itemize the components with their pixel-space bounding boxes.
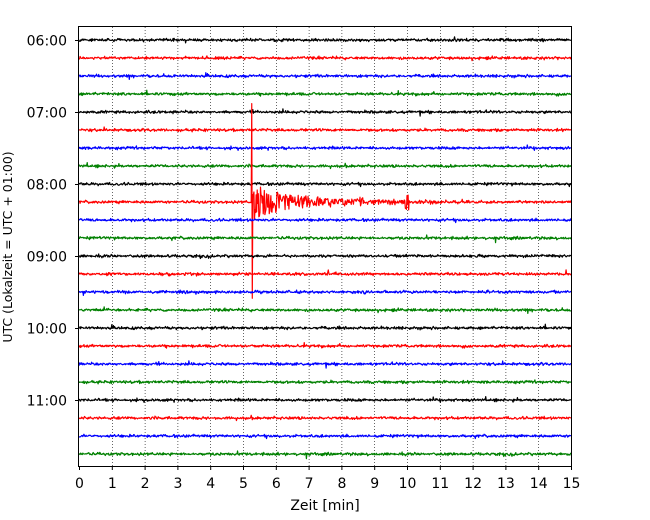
seismogram-trace <box>78 253 572 260</box>
seismogram-trace <box>78 450 572 460</box>
seismogram-trace <box>78 323 572 331</box>
seismogram-trace <box>78 72 572 80</box>
x-axis-title: Zeit [min] <box>290 498 359 514</box>
y-tick-label: 07:00 <box>27 106 67 122</box>
seismogram-trace <box>78 360 572 369</box>
x-tick-label: 10 <box>399 476 417 492</box>
seismogram-trace <box>78 396 572 403</box>
minute-grid <box>112 27 540 466</box>
seismogram-trace <box>78 126 572 133</box>
seismogram-trace <box>78 433 572 440</box>
x-tick-label: 4 <box>206 476 215 492</box>
seismogram-trace <box>78 379 572 385</box>
x-tick-label: 1 <box>108 476 117 492</box>
seismogram-trace <box>78 181 572 188</box>
x-tick-label: 11 <box>431 476 449 492</box>
seismogram-trace <box>78 306 572 314</box>
seismogram-trace <box>78 162 572 170</box>
x-tick-label: 12 <box>464 476 482 492</box>
seismogram-trace <box>78 414 572 422</box>
x-tick-label: 14 <box>530 476 548 492</box>
x-tick-label: 6 <box>272 476 281 492</box>
seismogram-trace <box>78 103 572 299</box>
y-tick-label: 11:00 <box>27 394 67 410</box>
x-tick-label: 15 <box>563 476 581 492</box>
seismogram-trace <box>78 289 572 297</box>
seismogram-trace <box>78 234 572 244</box>
y-axis-ticks: 06:00 07:00 08:00 09:00 10:00 11:00 <box>27 34 79 410</box>
x-tick-label: 8 <box>337 476 346 492</box>
y-tick-label: 09:00 <box>27 250 67 266</box>
x-tick-label: 13 <box>497 476 515 492</box>
seismogram-trace <box>78 36 572 44</box>
y-tick-label: 06:00 <box>27 34 67 50</box>
x-tick-label: 9 <box>370 476 379 492</box>
x-tick-label: 0 <box>75 476 84 492</box>
x-tick-label: 2 <box>141 476 150 492</box>
x-tick-label: 5 <box>239 476 248 492</box>
seismogram-trace <box>78 55 572 62</box>
seismogram-trace <box>78 108 572 117</box>
y-tick-label: 10:00 <box>27 322 67 338</box>
seismogram-trace <box>78 89 572 97</box>
x-tick-label: 7 <box>305 476 314 492</box>
plot-frame <box>78 26 572 467</box>
trace-group <box>78 36 572 460</box>
x-axis-ticks: 0 1 2 3 4 5 6 7 8 9 10 11 12 13 14 15 <box>75 466 580 492</box>
x-tick-label: 3 <box>173 476 182 492</box>
seismogram-trace <box>78 269 572 277</box>
seismogram-trace <box>78 144 572 151</box>
y-tick-label: 08:00 <box>27 178 67 194</box>
seismogram-trace <box>78 342 572 349</box>
seismogram-trace <box>78 217 572 224</box>
y-axis-title: UTC (Lokalzeit = UTC + 01:00) <box>0 151 15 342</box>
